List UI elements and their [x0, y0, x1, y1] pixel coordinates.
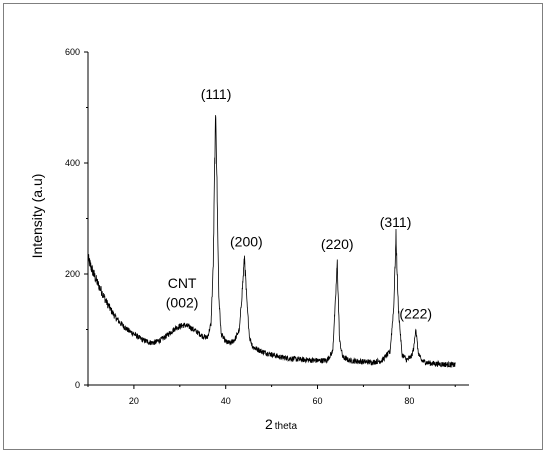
chart-frame: 0 200 400 600 20 40 60 80 (111) (200) (220) (311)(… — [3, 3, 543, 450]
series-line-0 — [87, 115, 456, 368]
x-axis-title-sub: theta — [275, 421, 298, 432]
y-tick-label: 400 — [65, 158, 80, 168]
peak-label: (111) — [201, 86, 232, 102]
x-axis-title-main: 2 — [265, 416, 273, 432]
peak-label: (200) — [230, 233, 263, 249]
y-tick-label: 600 — [65, 47, 80, 57]
peak-label: (222) — [399, 305, 432, 321]
series-layer — [87, 115, 456, 368]
y-tick-label: 200 — [65, 269, 80, 279]
x-tick-label: 40 — [221, 396, 231, 406]
x-axis-title: 2 theta — [265, 416, 297, 432]
peak-label: (220) — [321, 236, 354, 252]
y-tick-label: 0 — [75, 380, 80, 390]
peak-label: (311) — [380, 214, 412, 230]
x-tick-label: 80 — [404, 396, 414, 406]
axes: 0 200 400 600 20 40 60 80 — [65, 47, 469, 406]
y-axis-title: Intensity (a.u) — [29, 174, 45, 259]
annotations-layer: (111) (200) (220) (311) (222) CNT (002) — [166, 86, 432, 321]
peak-label: (002) — [166, 294, 199, 310]
x-tick-label: 60 — [313, 396, 323, 406]
peak-label: CNT — [168, 275, 197, 291]
x-tick-label: 20 — [129, 396, 139, 406]
